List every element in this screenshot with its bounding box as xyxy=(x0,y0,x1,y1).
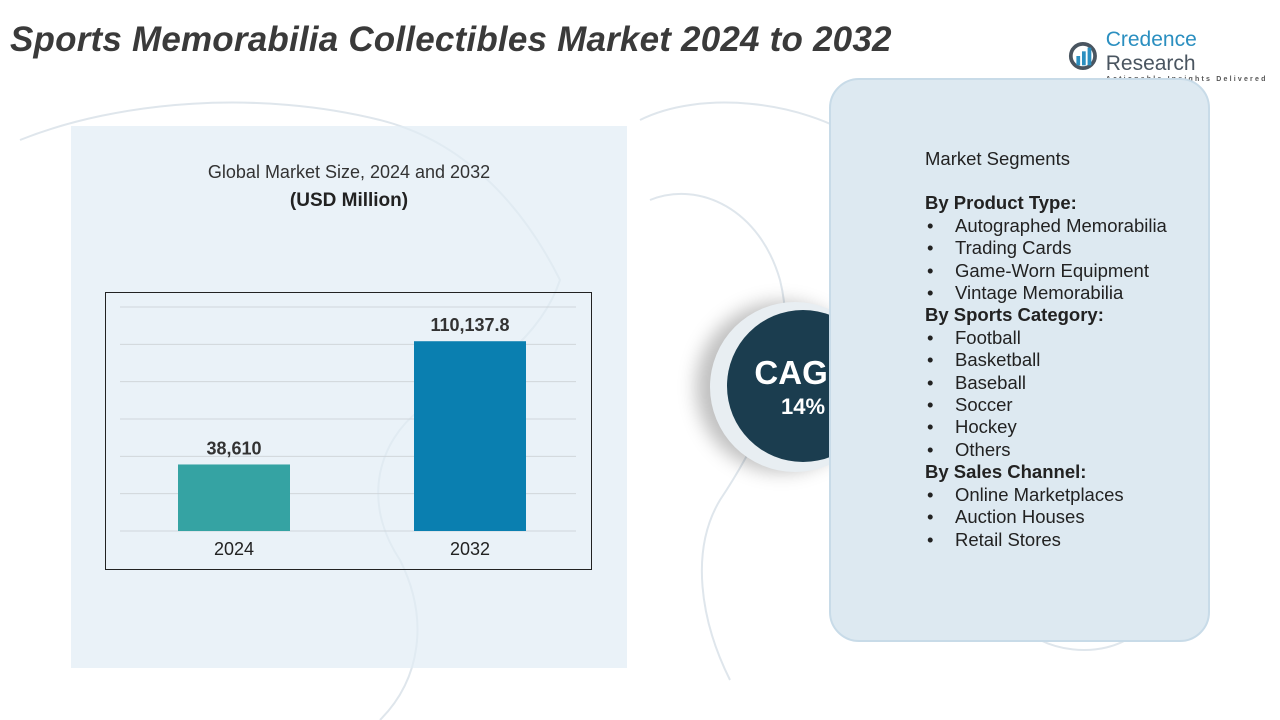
x-tick-label: 2032 xyxy=(450,539,490,559)
segment-item: Autographed Memorabilia xyxy=(925,215,1167,238)
segment-item: Basketball xyxy=(925,349,1167,372)
segment-item: Trading Cards xyxy=(925,237,1167,260)
cagr-value: 14% xyxy=(780,394,826,419)
market-size-panel xyxy=(71,126,627,668)
segment-item: Online Marketplaces xyxy=(925,484,1167,507)
logo-name: Credence xyxy=(1105,28,1197,51)
segment-item: Vintage Memorabilia xyxy=(925,282,1167,305)
segment-item: Game-Worn Equipment xyxy=(925,260,1167,283)
logo-icon xyxy=(1068,41,1097,70)
segment-item: Hockey xyxy=(925,416,1167,439)
chart-subtitle: Global Market Size, 2024 and 2032 xyxy=(207,162,491,182)
page-title: Sports Memorabilia Collectibles Market 2… xyxy=(10,20,892,59)
segments-heading: Market Segments xyxy=(925,148,1070,169)
segment-group-title: By Sales Channel: xyxy=(925,461,1087,483)
bar-chart: 38,610 2024 110,137.8 2032 xyxy=(105,292,592,570)
data-label: 38,610 xyxy=(206,438,261,458)
x-tick-label: 2024 xyxy=(214,539,254,559)
segment-item: Others xyxy=(925,439,1167,462)
logo-name-2: Research xyxy=(1105,52,1196,75)
bar-chart-svg: 38,610 2024 110,137.8 2032 xyxy=(120,306,576,559)
segment-group-title: By Sports Category: xyxy=(925,304,1104,326)
data-label: 110,137.8 xyxy=(430,315,509,335)
market-segments-list: Market Segments By Product Type:Autograp… xyxy=(925,148,1167,551)
segment-item: Football xyxy=(925,327,1167,350)
segment-item: Auction Houses xyxy=(925,506,1167,529)
segment-item: Retail Stores xyxy=(925,529,1167,552)
chart-unit: (USD Million) xyxy=(289,190,409,211)
segment-group-title: By Product Type: xyxy=(925,192,1077,214)
bar-2032 xyxy=(414,341,526,531)
segment-item: Soccer xyxy=(925,394,1167,417)
credence-research-logo: Credence Research Actionable Insights De… xyxy=(1068,28,1280,83)
segment-item: Baseball xyxy=(925,372,1167,395)
bar-2024 xyxy=(178,464,290,531)
